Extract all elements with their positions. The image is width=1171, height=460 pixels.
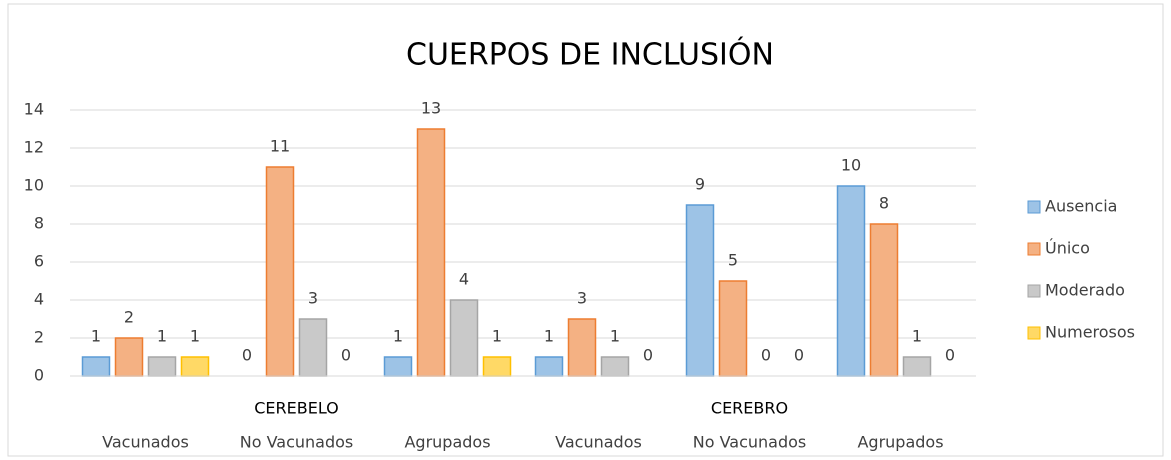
x-tick-label: Vacunados (555, 433, 642, 452)
bar (534, 356, 564, 377)
x-tick-label: No Vacunados (693, 433, 807, 452)
value-label: 10 (841, 156, 861, 175)
group-label: CEREBRO (711, 399, 788, 418)
y-tick-label: 6 (34, 252, 44, 271)
value-label: 5 (728, 251, 738, 270)
legend-swatch (1027, 326, 1041, 340)
bar (147, 356, 177, 377)
bar (265, 166, 295, 377)
legend-swatch (1027, 284, 1041, 298)
bar (298, 318, 328, 377)
value-label: 0 (794, 346, 804, 365)
bar (416, 128, 446, 377)
value-label: 0 (341, 346, 351, 365)
x-tick-label: Agrupados (404, 433, 490, 452)
chart-title: CUERPOS DE INCLUSIÓN (406, 36, 774, 73)
bar (383, 356, 413, 377)
legend-swatch (1027, 242, 1041, 256)
y-tick-label: 4 (34, 290, 44, 309)
value-label: 3 (577, 289, 587, 308)
bar (567, 318, 597, 377)
legend-label: Único (1045, 239, 1090, 258)
group-label: CEREBELO (254, 399, 339, 418)
value-label: 11 (270, 137, 290, 156)
value-label: 1 (157, 327, 167, 346)
bar (114, 337, 144, 377)
bar (81, 356, 111, 377)
value-label: 3 (308, 289, 318, 308)
bar (180, 356, 210, 377)
bar (869, 223, 899, 377)
value-label: 9 (695, 175, 705, 194)
value-label: 8 (879, 194, 889, 213)
y-tick-label: 8 (34, 214, 44, 233)
bar (836, 185, 866, 377)
value-label: 2 (124, 308, 134, 327)
value-label: 0 (643, 346, 653, 365)
legend-label: Moderado (1045, 281, 1125, 300)
y-tick-label: 14 (24, 100, 44, 119)
bar (600, 356, 630, 377)
value-label: 0 (945, 346, 955, 365)
legend-label: Ausencia (1045, 197, 1117, 216)
chart-border (7, 3, 1164, 457)
value-label: 0 (242, 346, 252, 365)
value-label: 1 (492, 327, 502, 346)
x-tick-label: No Vacunados (240, 433, 354, 452)
bar (685, 204, 715, 377)
y-tick-label: 2 (34, 328, 44, 347)
x-tick-label: Agrupados (857, 433, 943, 452)
bar (902, 356, 932, 377)
value-label: 0 (761, 346, 771, 365)
bar (718, 280, 748, 377)
y-tick-label: 10 (24, 176, 44, 195)
value-label: 1 (544, 327, 554, 346)
value-label: 1 (91, 327, 101, 346)
value-label: 1 (912, 327, 922, 346)
value-label: 1 (610, 327, 620, 346)
y-tick-label: 12 (24, 138, 44, 157)
value-label: 13 (421, 99, 441, 118)
x-tick-label: Vacunados (102, 433, 189, 452)
legend-swatch (1027, 200, 1041, 214)
value-label: 1 (190, 327, 200, 346)
y-tick-label: 0 (34, 366, 44, 385)
bar (482, 356, 512, 377)
value-label: 4 (459, 270, 469, 289)
bar (449, 299, 479, 377)
value-label: 1 (393, 327, 403, 346)
legend-label: Numerosos (1045, 323, 1135, 342)
